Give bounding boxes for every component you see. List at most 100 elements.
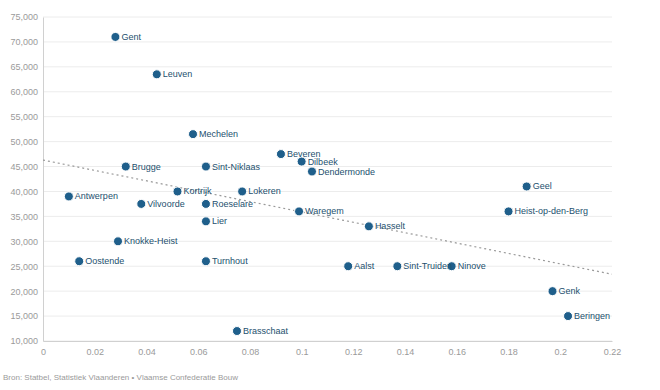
- x-axis: 0 0.02 0.04 0.06 0.08 0.1 0.12 0.14 0.16 0.18 0.2 0…: [41, 341, 621, 357]
- y-tick: 55,000: [10, 112, 43, 122]
- y-tick: 15,000: [10, 311, 43, 321]
- point: [75, 257, 84, 266]
- point-label: Geel: [533, 181, 552, 191]
- point-label: Dendermonde: [318, 167, 375, 177]
- y-tick-label: 45,000: [10, 162, 38, 172]
- x-tick-label: 0.02: [86, 347, 104, 357]
- point-label: Lokeren: [248, 186, 281, 196]
- x-tick: 0.08: [242, 341, 260, 357]
- grid-line: [43, 316, 612, 317]
- point-label: Lier: [212, 216, 227, 226]
- point-label: Roeselare: [212, 199, 253, 209]
- y-tick-label: 40,000: [10, 187, 38, 197]
- point-label: Leuven: [163, 69, 193, 79]
- point: [137, 199, 146, 208]
- y-tick-label: 55,000: [10, 112, 38, 122]
- x-tick: 0.22: [604, 341, 622, 357]
- point-label: Antwerpen: [75, 191, 118, 201]
- y-tick: 75,000: [10, 12, 43, 22]
- point-label: Dilbeek: [308, 157, 339, 167]
- point-label: Ninove: [458, 261, 486, 271]
- point: [114, 237, 123, 246]
- point-label: Sint-Truiden: [403, 261, 452, 271]
- y-tick-label: 35,000: [10, 212, 38, 222]
- x-tick-label: 0.1: [296, 347, 309, 357]
- point: [393, 262, 402, 271]
- x-tick: 0: [41, 341, 46, 357]
- point-label: Aalst: [354, 261, 375, 271]
- grid-line: [43, 91, 612, 92]
- x-tick: 0.1: [296, 341, 309, 357]
- point-label: Beringen: [574, 311, 610, 321]
- point: [64, 192, 73, 201]
- grid-line: [43, 266, 612, 267]
- x-tick-label: 0.22: [604, 347, 622, 357]
- marks: [43, 32, 612, 335]
- point: [152, 70, 161, 79]
- grid-line: [43, 141, 612, 142]
- x-tick: 0.06: [190, 341, 208, 357]
- x-tick-label: 0.14: [397, 347, 415, 357]
- y-tick: 20,000: [10, 287, 43, 297]
- y-tick-label: 30,000: [10, 237, 38, 247]
- point-label: Mechelen: [199, 129, 238, 139]
- point: [201, 199, 210, 208]
- y-tick: 45,000: [10, 162, 43, 172]
- point-labels: GentLeuvenMechelenBruggeSint-NiklaasBeve…: [75, 32, 610, 336]
- point: [522, 182, 531, 191]
- point-label: Knokke-Heist: [124, 236, 178, 246]
- x-tick-label: 0.04: [138, 347, 156, 357]
- y-tick: 10,000: [10, 336, 43, 346]
- point: [232, 327, 241, 336]
- x-tick: 0.14: [397, 341, 415, 357]
- grid-line: [43, 17, 612, 18]
- point: [189, 130, 198, 139]
- y-tick-label: 75,000: [10, 12, 38, 22]
- point-label: Brasschaat: [243, 326, 289, 336]
- point: [548, 287, 557, 296]
- point: [201, 217, 210, 226]
- point-label: Genk: [559, 286, 581, 296]
- x-tick: 0.12: [345, 341, 363, 357]
- point: [173, 187, 182, 196]
- trend-line: [43, 160, 612, 274]
- point-label: Heist-op-den-Berg: [515, 206, 589, 216]
- y-tick-label: 65,000: [10, 62, 38, 72]
- x-tick-label: 0.12: [345, 347, 363, 357]
- y-axis-line: [43, 18, 44, 342]
- point-label: Kortrijk: [183, 186, 212, 196]
- y-tick: 25,000: [10, 262, 43, 272]
- grid-line: [43, 291, 612, 292]
- x-tick: 0.2: [555, 341, 568, 357]
- y-tick-label: 70,000: [10, 37, 38, 47]
- grid-line: [43, 66, 612, 67]
- chart: 0 0.02 0.04 0.06 0.08 0.1 0.12 0.14 0.16 0.18 0.2 0…: [0, 0, 660, 390]
- x-tick: 0.04: [138, 341, 156, 357]
- x-tick: 0.02: [86, 341, 104, 357]
- y-tick: 70,000: [10, 37, 43, 47]
- x-tick-label: 0.08: [242, 347, 260, 357]
- point: [111, 32, 120, 41]
- source: Bron: Statbel, Statistiek Vlaanderen • V…: [3, 373, 238, 382]
- y-tick: 40,000: [10, 187, 43, 197]
- y-tick-label: 50,000: [10, 137, 38, 147]
- grid-line: [43, 341, 612, 342]
- point-label: Turnhout: [212, 256, 248, 266]
- y-tick-label: 60,000: [10, 87, 38, 97]
- x-tick-label: 0.18: [500, 347, 518, 357]
- x-tick: 0.16: [449, 341, 467, 357]
- point-label: Oostende: [85, 256, 124, 266]
- y-tick-label: 25,000: [10, 262, 38, 272]
- point: [121, 162, 130, 171]
- y-tick: 50,000: [10, 137, 43, 147]
- y-tick-label: 15,000: [10, 311, 38, 321]
- point-label: Hasselt: [375, 221, 406, 231]
- point-label: Brugge: [132, 162, 161, 172]
- y-tick: 60,000: [10, 87, 43, 97]
- point: [504, 207, 513, 216]
- point-label: Gent: [121, 32, 141, 42]
- point-label: Waregem: [305, 206, 344, 216]
- point: [295, 207, 304, 216]
- y-tick: 35,000: [10, 212, 43, 222]
- point: [307, 167, 316, 176]
